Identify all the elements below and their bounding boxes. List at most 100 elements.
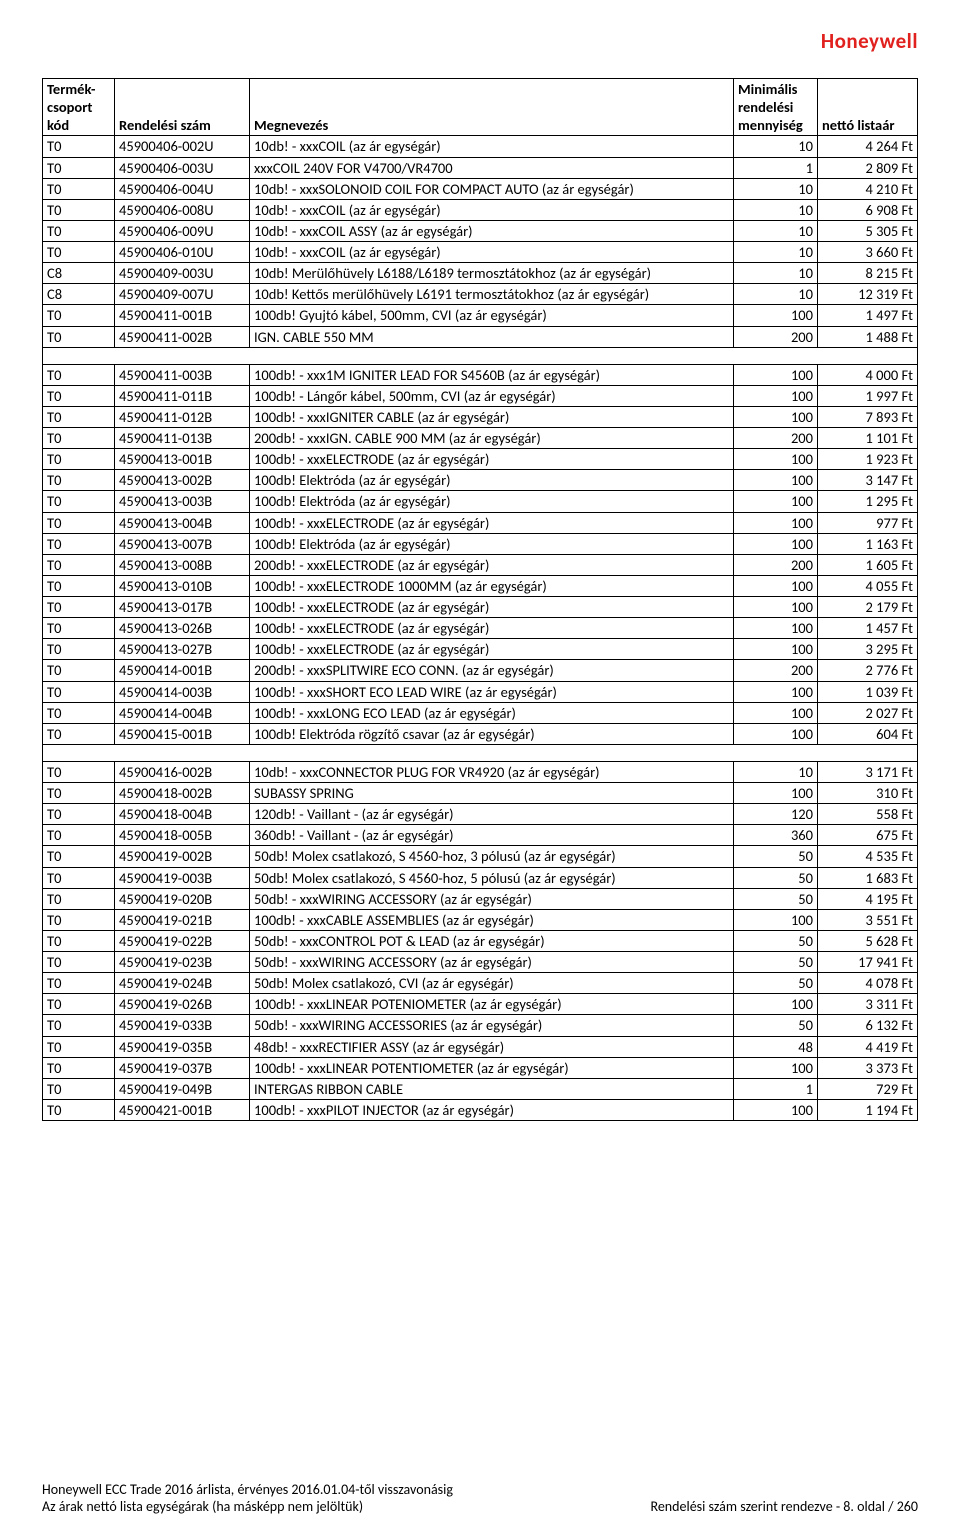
cell-meg: 50db! - xxxWIRING ACCESSORIES (az ár egy… [250, 1015, 734, 1036]
cell-meg: 10db! - xxxCOIL (az ár egységár) [250, 242, 734, 263]
cell-meg: 120db! - Vaillant - (az ár egységár) [250, 804, 734, 825]
cell-meg: 10db! Kettős merülőhüvely L6191 termoszt… [250, 284, 734, 305]
cell-kod: T0 [43, 723, 115, 744]
table-row: T045900419-021B100db! - xxxCABLE ASSEMBL… [43, 909, 918, 930]
cell-meg: 10db! - xxxSOLONOID COIL FOR COMPACT AUT… [250, 178, 734, 199]
cell-meg: 10db! Merülőhüvely L6188/L6189 termosztá… [250, 263, 734, 284]
cell-rend: 45900406-009U [115, 220, 250, 241]
table-row: T045900411-012B100db! - xxxIGNITER CABLE… [43, 406, 918, 427]
cell-ar: 7 893 Ft [818, 406, 918, 427]
cell-meg: 100db! - xxxELECTRODE (az ár egységár) [250, 597, 734, 618]
cell-min: 200 [734, 660, 818, 681]
cell-ar: 4 419 Ft [818, 1036, 918, 1057]
footer-line2: Az árak nettó lista egységárak (ha máské… [42, 1498, 453, 1515]
footer-right: Rendelési szám szerint rendezve - 8. old… [650, 1498, 918, 1515]
cell-min: 100 [734, 470, 818, 491]
cell-min: 1 [734, 157, 818, 178]
cell-ar: 5 628 Ft [818, 930, 918, 951]
cell-min: 100 [734, 575, 818, 596]
cell-min: 100 [734, 491, 818, 512]
cell-kod: T0 [43, 1099, 115, 1120]
cell-min: 200 [734, 326, 818, 347]
footer-left: Honeywell ECC Trade 2016 árlista, érvény… [42, 1481, 453, 1515]
cell-meg: 50db! - xxxWIRING ACCESSORY (az ár egysé… [250, 888, 734, 909]
table-row: T045900406-009U10db! - xxxCOIL ASSY (az … [43, 220, 918, 241]
cell-ar: 5 305 Ft [818, 220, 918, 241]
cell-meg: 100db! - xxxELECTRODE (az ár egységár) [250, 639, 734, 660]
cell-ar: 4 078 Ft [818, 973, 918, 994]
cell-ar: 1 923 Ft [818, 449, 918, 470]
cell-ar: 4 535 Ft [818, 846, 918, 867]
cell-meg: 100db! - xxxCABLE ASSEMBLIES (az ár egys… [250, 909, 734, 930]
cell-meg: 360db! - Vaillant - (az ár egységár) [250, 825, 734, 846]
table-row: T045900414-003B100db! - xxxSHORT ECO LEA… [43, 681, 918, 702]
cell-min: 10 [734, 761, 818, 782]
cell-kod: T0 [43, 364, 115, 385]
cell-ar: 604 Ft [818, 723, 918, 744]
cell-rend: 45900413-003B [115, 491, 250, 512]
cell-kod: T0 [43, 597, 115, 618]
cell-meg: 10db! - xxxCOIL (az ár egységár) [250, 199, 734, 220]
cell-min: 100 [734, 597, 818, 618]
cell-kod: T0 [43, 491, 115, 512]
cell-ar: 3 171 Ft [818, 761, 918, 782]
cell-ar: 3 295 Ft [818, 639, 918, 660]
cell-min: 360 [734, 825, 818, 846]
cell-ar: 1 605 Ft [818, 554, 918, 575]
table-row: T045900418-004B120db! - Vaillant - (az á… [43, 804, 918, 825]
cell-min: 100 [734, 1099, 818, 1120]
cell-rend: 45900411-012B [115, 406, 250, 427]
table-row: T045900411-003B100db! - xxx1M IGNITER LE… [43, 364, 918, 385]
cell-ar: 675 Ft [818, 825, 918, 846]
cell-rend: 45900413-010B [115, 575, 250, 596]
cell-rend: 45900411-001B [115, 305, 250, 326]
cell-rend: 45900418-004B [115, 804, 250, 825]
cell-rend: 45900411-013B [115, 428, 250, 449]
cell-rend: 45900411-003B [115, 364, 250, 385]
cell-kod: T0 [43, 994, 115, 1015]
table-row: T045900413-010B100db! - xxxELECTRODE 100… [43, 575, 918, 596]
cell-ar: 1 163 Ft [818, 533, 918, 554]
cell-min: 100 [734, 406, 818, 427]
cell-meg: 100db! - xxxLINEAR POTENTIOMETER (az ár … [250, 1057, 734, 1078]
cell-rend: 45900419-023B [115, 952, 250, 973]
cell-min: 200 [734, 554, 818, 575]
cell-ar: 4 264 Ft [818, 136, 918, 157]
brand-title: Honeywell [42, 28, 918, 54]
cell-kod: T0 [43, 220, 115, 241]
cell-min: 50 [734, 888, 818, 909]
table-row: T045900419-002B50db! Molex csatlakozó, S… [43, 846, 918, 867]
cell-kod: T0 [43, 761, 115, 782]
cell-min: 1 [734, 1078, 818, 1099]
cell-rend: 45900414-004B [115, 702, 250, 723]
table-row: T045900406-002U10db! - xxxCOIL (az ár eg… [43, 136, 918, 157]
table-row: T045900419-020B50db! - xxxWIRING ACCESSO… [43, 888, 918, 909]
cell-kod: T0 [43, 952, 115, 973]
cell-kod: T0 [43, 783, 115, 804]
table-row: T045900419-022B50db! - xxxCONTROL POT & … [43, 930, 918, 951]
gap-cell [43, 347, 918, 364]
table-row: C845900409-007U10db! Kettős merülőhüvely… [43, 284, 918, 305]
cell-rend: 45900411-011B [115, 385, 250, 406]
table-row: C845900409-003U10db! Merülőhüvely L6188/… [43, 263, 918, 284]
cell-min: 50 [734, 1015, 818, 1036]
cell-kod: T0 [43, 406, 115, 427]
cell-rend: 45900406-010U [115, 242, 250, 263]
cell-rend: 45900419-049B [115, 1078, 250, 1099]
cell-min: 100 [734, 364, 818, 385]
page-footer: Honeywell ECC Trade 2016 árlista, érvény… [42, 1481, 918, 1515]
cell-rend: 45900419-003B [115, 867, 250, 888]
cell-min: 100 [734, 723, 818, 744]
cell-rend: 45900418-002B [115, 783, 250, 804]
cell-meg: xxxCOIL 240V FOR V4700/VR4700 [250, 157, 734, 178]
cell-rend: 45900415-001B [115, 723, 250, 744]
table-row: T045900414-001B200db! - xxxSPLITWIRE ECO… [43, 660, 918, 681]
table-row: T045900415-001B100db! Elektróda rögzítő … [43, 723, 918, 744]
footer-line1: Honeywell ECC Trade 2016 árlista, érvény… [42, 1481, 453, 1498]
cell-ar: 12 319 Ft [818, 284, 918, 305]
cell-meg: 100db! Elektróda (az ár egységár) [250, 491, 734, 512]
cell-meg: INTERGAS RIBBON CABLE [250, 1078, 734, 1099]
cell-ar: 558 Ft [818, 804, 918, 825]
page: Honeywell Termék-csoport kód Rendelési s… [0, 0, 960, 1537]
cell-rend: 45900413-001B [115, 449, 250, 470]
